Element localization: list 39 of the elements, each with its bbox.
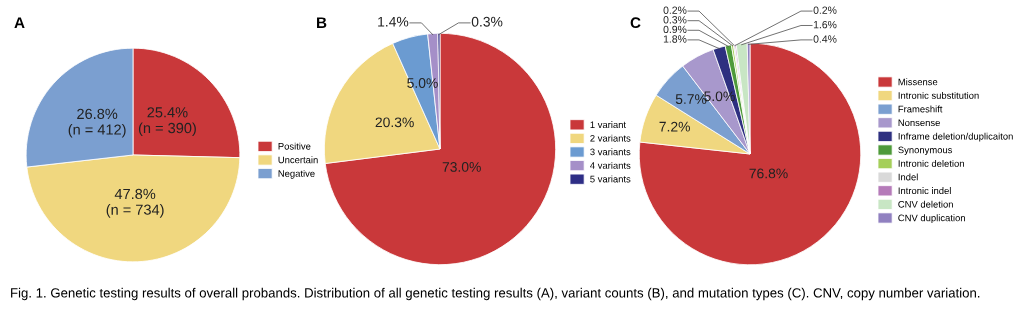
data-label: 26.8% (n = 412) bbox=[68, 108, 126, 138]
data-label: 0.3% bbox=[663, 16, 687, 24]
legend-label: Synonymous bbox=[898, 146, 953, 156]
data-label: 0.4% bbox=[813, 35, 837, 43]
data-label: 1.6% bbox=[813, 20, 837, 29]
data-label: 0.2% bbox=[813, 6, 837, 14]
data-label: 47.8% (n = 734) bbox=[106, 188, 164, 218]
legend-label: Intronic substitution bbox=[898, 91, 979, 99]
legend-label: 4 variants bbox=[590, 161, 631, 169]
legend-label: 2 variants bbox=[590, 134, 631, 142]
data-label: 0.9% bbox=[663, 25, 687, 34]
legend-label: 3 variants bbox=[590, 148, 631, 156]
data-label: 0.2% bbox=[663, 6, 687, 14]
data-label: 1.8% bbox=[663, 35, 687, 43]
data-label: 7.2% bbox=[659, 121, 690, 132]
legend-label: Negative bbox=[278, 169, 315, 179]
chart-title: B bbox=[317, 17, 327, 28]
data-label: 0.3% bbox=[471, 16, 503, 27]
legend-label: CNV deletion bbox=[898, 200, 953, 208]
legend-label: Uncertain bbox=[278, 156, 318, 164]
legend-label: Intronic indel bbox=[898, 187, 951, 195]
data-label: 76.8% bbox=[749, 168, 788, 179]
legend-label: Indel bbox=[898, 173, 918, 181]
data-label: 25.4% (n = 390) bbox=[138, 107, 196, 137]
legend-label: 5 variants bbox=[590, 175, 631, 183]
legend-label: 1 variant bbox=[590, 121, 626, 129]
legend-label: Positive bbox=[278, 142, 311, 150]
legend-label: Inframe deletion/duplicaiton bbox=[898, 132, 1013, 142]
legend-label: Intronic deletion bbox=[898, 159, 964, 167]
data-label: 73.0% bbox=[442, 162, 481, 172]
data-label: 20.3% bbox=[375, 117, 414, 128]
legend-label: Nonsense bbox=[898, 119, 940, 127]
chart-title: A bbox=[14, 17, 25, 28]
legend-label: Frameshift bbox=[898, 105, 943, 113]
legend-label: CNV duplication bbox=[898, 214, 965, 224]
caption: Fig. 1. Genetic testing results of overall probands. Distribution of all genetic testing results (A), variant counts (B), and mutation types (C). CNV, copy number variation. bbox=[11, 287, 980, 301]
data-label: 1.4% bbox=[378, 16, 409, 27]
text: C bbox=[630, 17, 641, 29]
legend-label: Missense bbox=[898, 78, 938, 86]
